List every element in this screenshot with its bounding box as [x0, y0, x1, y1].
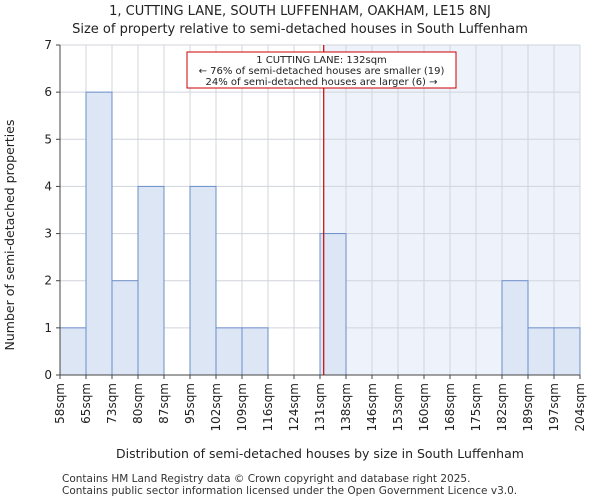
x-tick-label: 116sqm [261, 383, 275, 431]
annotation-line-2: ← 76% of semi-detached houses are smalle… [199, 66, 445, 77]
bar [189, 185, 217, 376]
x-tick-label: 160sqm [417, 383, 431, 431]
footer-line-2: Contains public sector information licen… [62, 485, 518, 497]
y-axis-label: Number of semi-detached properties [2, 120, 17, 351]
x-tick-label: 102sqm [209, 383, 223, 431]
bar [215, 327, 243, 376]
bar [527, 327, 555, 376]
bar [85, 91, 113, 376]
x-axis-label: Distribution of semi-detached houses by … [116, 446, 524, 461]
bar [553, 327, 581, 376]
bar [59, 327, 87, 376]
x-tick-label: 197sqm [547, 383, 561, 431]
x-tick-label: 58sqm [53, 383, 67, 424]
bar [137, 185, 165, 376]
x-tick-label: 131sqm [313, 383, 327, 431]
chart-subtitle: Size of property relative to semi-detach… [72, 22, 528, 37]
x-tick-label: 182sqm [495, 383, 509, 431]
y-tick-label: 5 [44, 132, 52, 146]
bar [241, 327, 269, 376]
y-tick-label: 6 [44, 85, 52, 99]
x-tick-label: 80sqm [131, 383, 145, 424]
annotation-line-1: 1 CUTTING LANE: 132sqm [256, 55, 387, 66]
x-tick-label: 87sqm [157, 383, 171, 424]
x-tick-label: 204sqm [573, 383, 587, 431]
x-tick-label: 73sqm [105, 383, 119, 424]
bar [111, 280, 139, 376]
x-tick-label: 95sqm [183, 383, 197, 424]
bar [501, 280, 529, 376]
x-tick-label: 109sqm [235, 383, 249, 431]
x-tick-label: 138sqm [339, 383, 353, 431]
annotation-box [186, 51, 457, 89]
y-tick-label: 1 [44, 321, 52, 335]
y-tick-label: 3 [44, 227, 52, 241]
y-tick-label: 0 [44, 368, 52, 382]
x-tick-label: 189sqm [521, 383, 535, 431]
highlight-region [323, 45, 580, 375]
y-tick-label: 4 [44, 179, 52, 193]
chart-title: 1, CUTTING LANE, SOUTH LUFFENHAM, OAKHAM… [109, 4, 491, 19]
x-tick-label: 124sqm [287, 383, 301, 431]
y-tick-label: 2 [44, 274, 52, 288]
x-tick-label: 153sqm [391, 383, 405, 431]
x-tick-label: 168sqm [443, 383, 457, 431]
x-tick-label: 175sqm [469, 383, 483, 431]
x-tick-label: 65sqm [79, 383, 93, 424]
y-tick-label: 7 [44, 38, 52, 52]
annotation-line-3: 24% of semi-detached houses are larger (… [205, 77, 437, 88]
footer-line-1: Contains HM Land Registry data © Crown c… [62, 473, 471, 485]
x-tick-label: 146sqm [365, 383, 379, 431]
